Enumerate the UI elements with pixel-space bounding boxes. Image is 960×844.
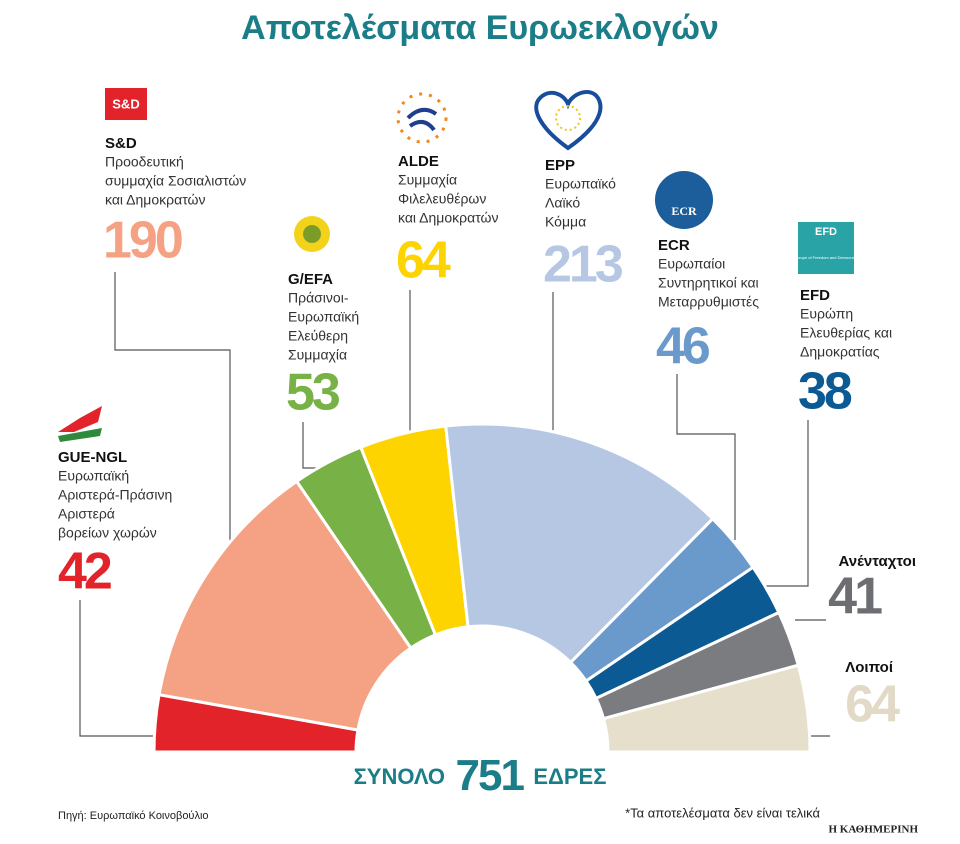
leader-line — [79, 600, 165, 737]
party-name: GUE-NGL — [58, 449, 127, 466]
party-description: Ευρωπαίοι — [658, 256, 725, 272]
ecr-logo — [655, 171, 713, 229]
party-description: Φιλελευθέρων — [398, 191, 486, 207]
efd-logo — [798, 222, 854, 274]
party-description: Ελευθερίας και — [800, 325, 892, 341]
party-name: S&D — [105, 135, 137, 152]
publisher: Η ΚΑΘΗΜΕΡΙΝΗ — [829, 824, 919, 836]
leader-line — [765, 420, 809, 587]
party-description: Συμμαχία — [398, 172, 457, 188]
segment — [444, 422, 715, 665]
party-description: Ευρωπαϊκή — [288, 309, 359, 325]
party-description: Συμμαχία — [288, 347, 347, 363]
party-description: Ελεύθερη — [288, 328, 348, 344]
leader-line — [114, 272, 231, 562]
party-description: Λαϊκό — [545, 195, 580, 211]
party-description: συμμαχία Σοσιαλιστών — [105, 173, 246, 189]
seat-count: 38 — [798, 363, 852, 421]
party-description: και Δημοκρατών — [398, 210, 498, 226]
seat-count: 190 — [103, 212, 182, 270]
party-description: Πράσινοι- — [288, 290, 349, 306]
party-description: βορείων χωρών — [58, 525, 157, 541]
party-name: EFD — [800, 287, 830, 304]
total: ΣΥΝΟΛΟ 751 ΕΔΡΕΣ — [354, 751, 607, 800]
party-description: Αριστερά-Πράσινη — [58, 487, 172, 503]
epp-logo — [534, 89, 603, 151]
segment — [157, 479, 413, 732]
seat-count: 64 — [845, 676, 900, 734]
party-name: Λοιποί — [845, 659, 893, 676]
party-description: Μεταρρυθμιστές — [658, 294, 759, 310]
party-name: G/EFA — [288, 271, 333, 288]
sd-logo — [105, 88, 147, 120]
source: Πηγή: Ευρωπαϊκό Κοινοβούλιο — [58, 810, 209, 822]
party-description: Προοδευτική — [105, 154, 184, 170]
seat-count: 41 — [828, 568, 882, 626]
party-description: Ευρωπαϊκό — [545, 176, 616, 192]
party-description: Ευρωπαϊκή — [58, 468, 129, 484]
total-suffix: ΕΔΡΕΣ — [533, 764, 606, 789]
party-description: Συντηρητικοί και — [658, 275, 759, 291]
gef-logo — [294, 216, 330, 252]
party-name: Ανένταχτοι — [839, 553, 916, 570]
seat-count: 64 — [396, 232, 451, 290]
party-name: ALDE — [398, 153, 439, 170]
alde-logo — [396, 92, 448, 144]
note: *Τα αποτελέσματα δεν είναι τελικά — [625, 805, 820, 820]
seat-count: 53 — [286, 364, 340, 422]
sd-logo-text: S&D — [112, 96, 139, 111]
segment — [601, 663, 812, 754]
seat-count: 213 — [543, 236, 623, 294]
party-description: Δημοκρατίας — [800, 344, 880, 360]
seat-count: 46 — [656, 318, 710, 376]
party-name: EPP — [545, 157, 575, 174]
party-description: Κόμμα — [545, 214, 586, 230]
total-value: 751 — [456, 751, 525, 800]
gue-logo — [58, 406, 102, 442]
party-name: ECR — [658, 237, 690, 254]
leader-line — [676, 374, 736, 540]
efd-logo-text: EFD — [815, 226, 837, 238]
party-description: Αριστερά — [58, 506, 115, 522]
chart-title: Αποτελέσματα Ευρωεκλογών — [241, 9, 719, 47]
party-description: και Δημοκρατών — [105, 192, 205, 208]
efd-logo-subtext: Europe of Freedom and Democracy — [794, 255, 858, 260]
seat-count: 42 — [58, 543, 111, 601]
total-prefix: ΣΥΝΟΛΟ — [354, 764, 445, 789]
party-description: Ευρώπη — [800, 306, 853, 322]
ecr-logo-text: ECR — [671, 204, 697, 218]
